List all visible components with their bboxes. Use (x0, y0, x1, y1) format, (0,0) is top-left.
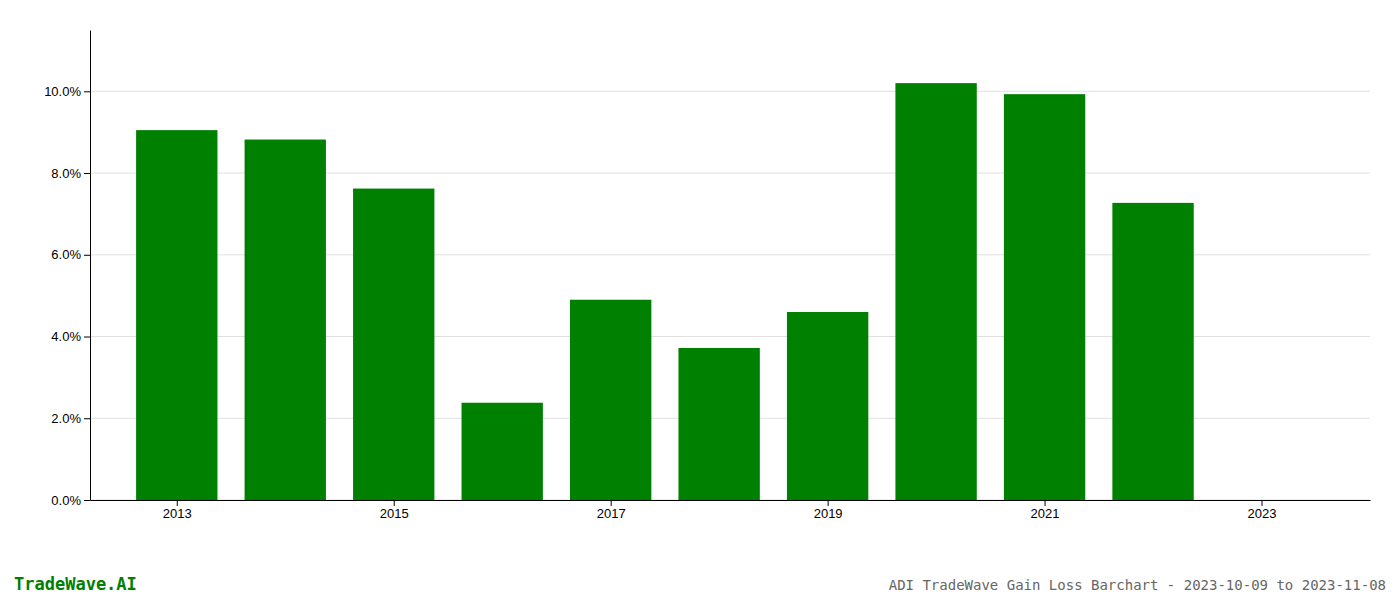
bar (245, 140, 326, 500)
x-tick-mark (828, 500, 829, 506)
y-tick-label: 0.0% (51, 493, 81, 508)
y-tick-mark (84, 418, 90, 419)
bar (1004, 94, 1085, 500)
y-tick-mark (84, 255, 90, 256)
y-tick: 0.0% (51, 493, 90, 508)
x-tick: 2023 (1248, 500, 1277, 521)
x-tick: 2021 (1031, 500, 1060, 521)
y-tick: 10.0% (44, 84, 90, 99)
y-tick-label: 2.0% (51, 411, 81, 426)
y-tick-mark (84, 173, 90, 174)
x-axis: 2013 2015 2017 2019 2021 2023 (91, 500, 1371, 521)
x-tick: 2019 (814, 500, 843, 521)
x-tick-mark (611, 500, 612, 506)
x-tick: 2013 (163, 500, 192, 521)
bars (136, 83, 1194, 500)
x-axis-line (91, 500, 1371, 501)
x-tick-mark (177, 500, 178, 506)
y-tick-mark (84, 500, 90, 501)
bar (136, 130, 217, 500)
title: ADI TradeWave Gain Loss Barchart - 2023-… (889, 577, 1386, 593)
grid-line (90, 91, 1370, 92)
chart: 2013 2015 2017 2019 2021 2023 0.0% 2.0% 4.0% 6.0%… (0, 0, 1400, 600)
watermark: TradeWave.AI (14, 574, 137, 594)
bar (353, 189, 434, 500)
y-tick-mark (84, 337, 90, 338)
y-tick: 6.0% (51, 247, 90, 262)
x-tick-label: 2015 (380, 506, 409, 521)
y-tick-label: 6.0% (51, 247, 81, 262)
x-tick: 2017 (597, 500, 626, 521)
bar (462, 403, 543, 500)
y-tick: 4.0% (51, 329, 90, 344)
x-tick-mark (1262, 500, 1263, 506)
x-tick-label: 2013 (163, 506, 192, 521)
y-tick-label: 8.0% (51, 166, 81, 181)
y-tick-mark (84, 91, 90, 92)
bar (678, 348, 759, 500)
x-tick-mark (1045, 500, 1046, 506)
y-tick: 2.0% (51, 411, 90, 426)
x-tick-label: 2019 (814, 506, 843, 521)
x-tick-label: 2023 (1248, 506, 1277, 521)
y-tick-label: 4.0% (51, 329, 81, 344)
bar (570, 300, 651, 500)
bar (787, 312, 868, 500)
y-axis-line (90, 31, 91, 501)
x-tick-label: 2021 (1031, 506, 1060, 521)
x-tick-mark (394, 500, 395, 506)
y-tick: 8.0% (51, 166, 90, 181)
y-axis: 0.0% 2.0% 4.0% 6.0% 8.0% 10.0% (44, 31, 90, 508)
y-tick-label: 10.0% (44, 84, 81, 99)
plot-area: 2013 2015 2017 2019 2021 2023 0.0% 2.0% 4.0% 6.0%… (44, 31, 1370, 522)
bar (895, 83, 976, 500)
bar (1112, 203, 1193, 500)
x-tick: 2015 (380, 500, 409, 521)
grid (90, 91, 1370, 500)
x-tick-label: 2017 (597, 506, 626, 521)
